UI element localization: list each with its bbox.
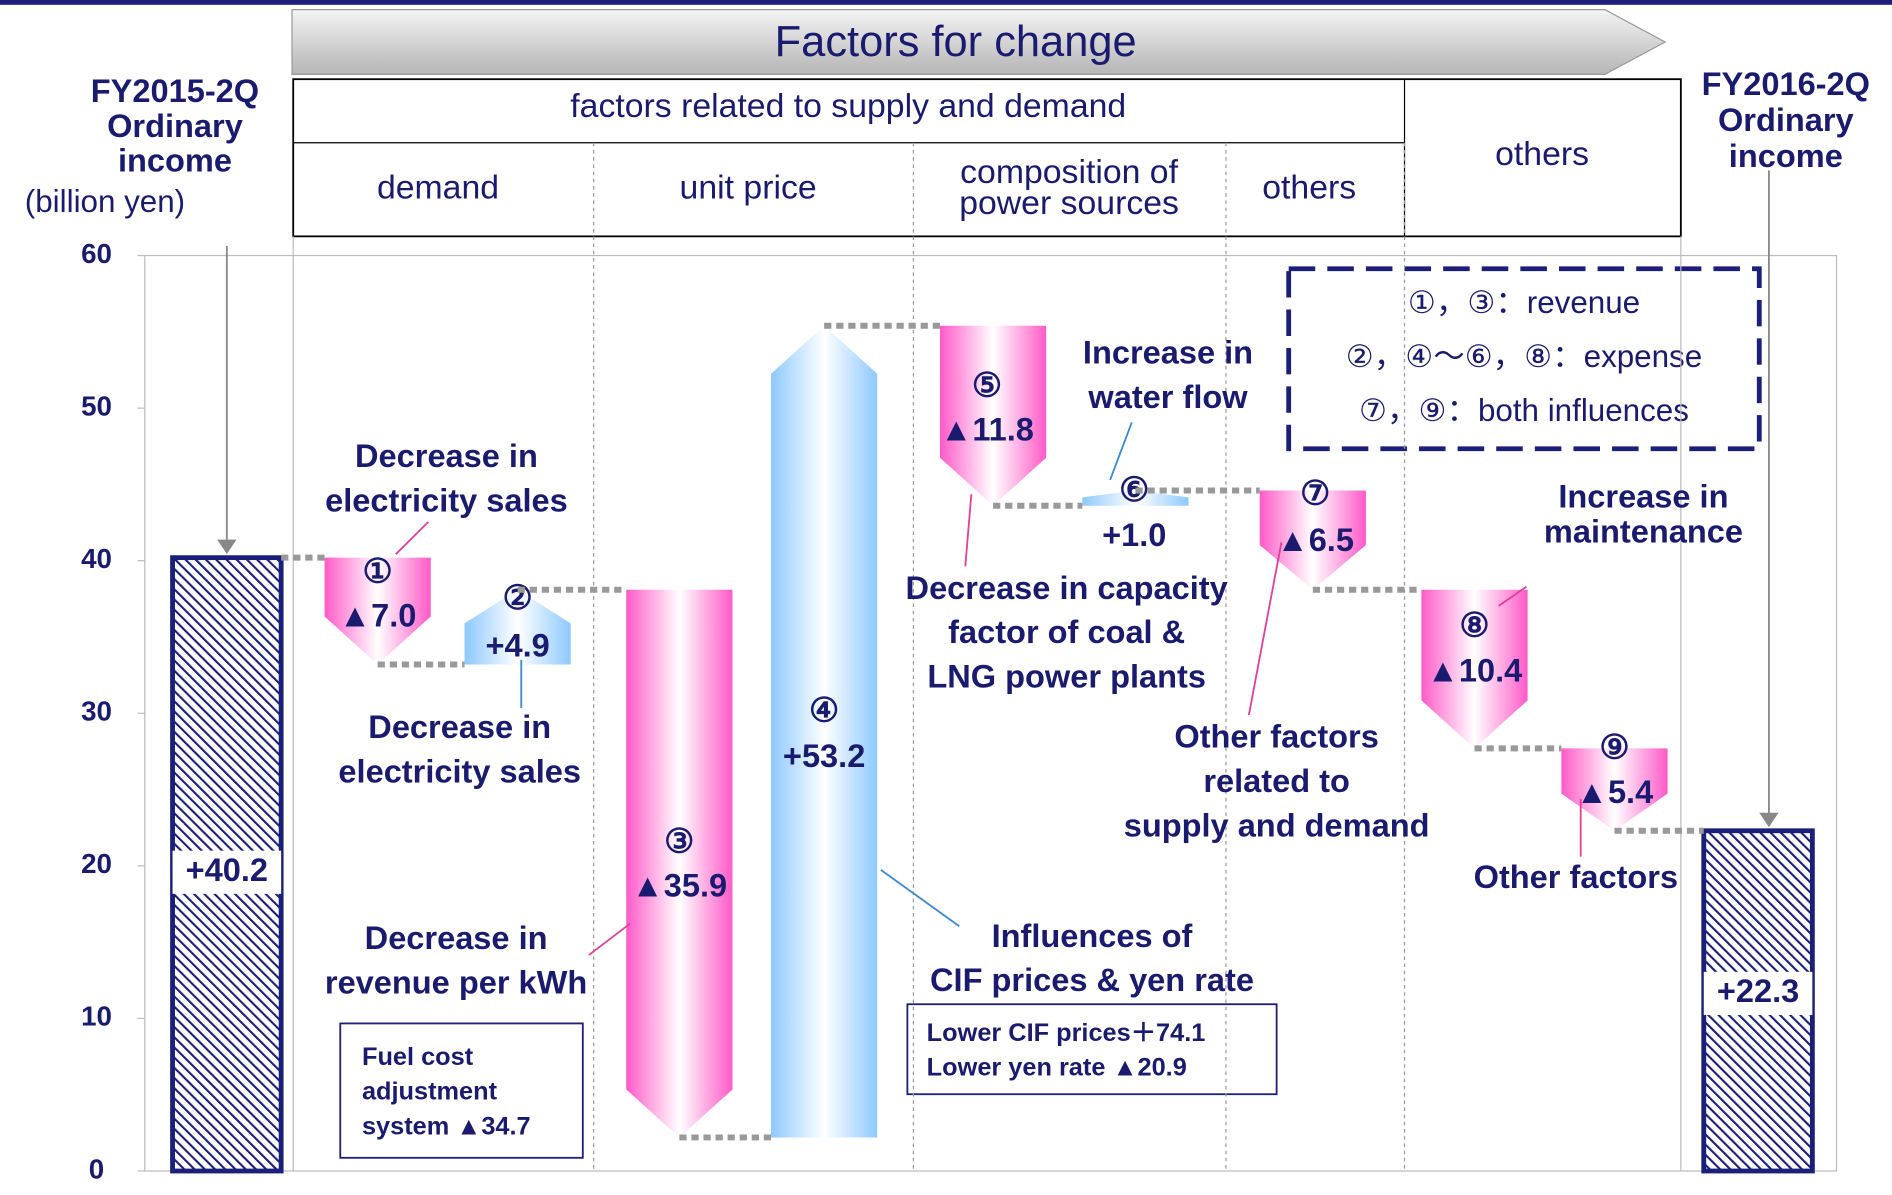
decrease-bar <box>1421 589 1528 749</box>
increase-bar <box>464 589 571 665</box>
note-line: adjustment <box>362 1078 498 1106</box>
bar-number: ⑤ <box>972 367 1002 404</box>
annotation: Other factors <box>1174 719 1378 755</box>
value-label: +53.2 <box>783 738 865 774</box>
y-tick-label: 50 <box>81 390 112 421</box>
group-header: factors related to supply and demand <box>570 88 1126 125</box>
y-unit: (billion yen) <box>25 184 185 219</box>
note-box <box>906 1003 1278 1096</box>
leader-line <box>964 494 973 567</box>
value-label: +1.0 <box>1102 517 1166 553</box>
header-table <box>292 78 1682 238</box>
annotation: Decrease in <box>365 920 548 956</box>
bar-number: ⑥ <box>1119 472 1149 509</box>
legend-line: ⑦，⑨：both influences <box>1359 393 1689 428</box>
note-line: Lower CIF prices＋74.1 <box>927 1019 1206 1047</box>
annotation: Increase in <box>1558 479 1728 515</box>
annotation: related to <box>1203 763 1350 799</box>
annotation: factor of coal & <box>948 614 1185 650</box>
annotation: electricity sales <box>325 482 568 518</box>
leader-line <box>880 869 960 927</box>
annotation: Decrease in <box>368 709 551 745</box>
value-label: +40.2 <box>186 852 268 888</box>
y-tick-label: 0 <box>89 1153 104 1184</box>
sub-header: unit price <box>680 170 817 207</box>
sub-header: composition of <box>960 154 1178 191</box>
y-tick-label: 40 <box>81 543 112 574</box>
legend-line: ①，③：revenue <box>1408 285 1640 320</box>
leader-line <box>1247 542 1283 716</box>
value-label: ▲11.8 <box>940 412 1034 448</box>
decrease-bar <box>324 557 431 665</box>
label-bg <box>1703 971 1813 1016</box>
decrease-bar <box>1561 748 1668 831</box>
annotation: revenue per kWh <box>325 965 587 1001</box>
bar-number: ③ <box>664 823 694 860</box>
note-line: system ▲34.7 <box>362 1113 531 1141</box>
bar-number: ⑧ <box>1459 607 1489 644</box>
sub-header: power sources <box>959 185 1179 222</box>
increase-bar <box>771 325 878 1138</box>
group-header: others <box>1495 136 1589 173</box>
annotation: Other factors <box>1474 859 1678 895</box>
value-label: ▲35.9 <box>632 867 728 903</box>
legend-line: ②，④〜⑥，⑧：expense <box>1346 339 1702 374</box>
bar-number: ① <box>363 553 393 590</box>
decrease-bar <box>1259 490 1366 590</box>
annotation: Influences of <box>992 918 1193 954</box>
note-line: Fuel cost <box>362 1043 474 1071</box>
bar-number: ④ <box>809 693 839 730</box>
pointer-head <box>217 539 237 555</box>
annotation: Increase in <box>1083 335 1253 371</box>
start-label: Ordinary <box>107 108 243 144</box>
bar-number: ⑦ <box>1300 475 1330 512</box>
sub-header: demand <box>377 170 499 207</box>
value-label: ▲7.0 <box>339 598 417 634</box>
header-banner <box>291 8 1667 75</box>
label-bg <box>172 850 282 894</box>
leader-line <box>1498 585 1527 607</box>
note-line: Lower yen rate ▲20.9 <box>927 1054 1187 1082</box>
annotation: CIF prices & yen rate <box>930 962 1254 998</box>
y-tick-label: 60 <box>81 238 112 269</box>
bar-number: ⑨ <box>1599 730 1629 767</box>
annotation: Decrease in <box>355 438 538 474</box>
start-label: FY2015-2Q <box>91 73 259 109</box>
value-label: ▲6.5 <box>1276 522 1354 558</box>
annotation: water flow <box>1087 379 1248 415</box>
start-label: income <box>118 143 232 179</box>
leader-line <box>588 923 631 956</box>
value-label: ▲10.4 <box>1427 653 1523 689</box>
annotation: electricity sales <box>338 754 581 790</box>
pointer-head <box>1759 812 1779 828</box>
bar-number: ② <box>503 580 533 617</box>
annotation: maintenance <box>1544 514 1743 550</box>
chart-title: Factors for change <box>775 18 1137 66</box>
value-label: ▲5.4 <box>1576 774 1654 810</box>
annotation: supply and demand <box>1124 807 1430 843</box>
sub-header: others <box>1262 170 1356 207</box>
y-tick-label: 30 <box>81 696 112 727</box>
value-label: +4.9 <box>485 628 549 664</box>
annotation: Decrease in capacity <box>906 570 1228 606</box>
annotation: LNG power plants <box>927 659 1206 695</box>
end-label: Ordinary <box>1718 102 1854 138</box>
top-rule <box>0 0 1892 5</box>
end-label: income <box>1729 138 1843 174</box>
value-label: +22.3 <box>1717 973 1799 1009</box>
decrease-bar <box>939 325 1047 506</box>
y-tick-label: 10 <box>81 1001 112 1032</box>
decrease-bar <box>626 589 733 1138</box>
leader-line <box>395 521 429 555</box>
note-box <box>339 1022 584 1159</box>
end-label: FY2016-2Q <box>1702 66 1870 102</box>
leader-line <box>1109 422 1133 481</box>
y-tick-label: 20 <box>81 848 112 879</box>
increase-bar <box>1082 490 1189 506</box>
